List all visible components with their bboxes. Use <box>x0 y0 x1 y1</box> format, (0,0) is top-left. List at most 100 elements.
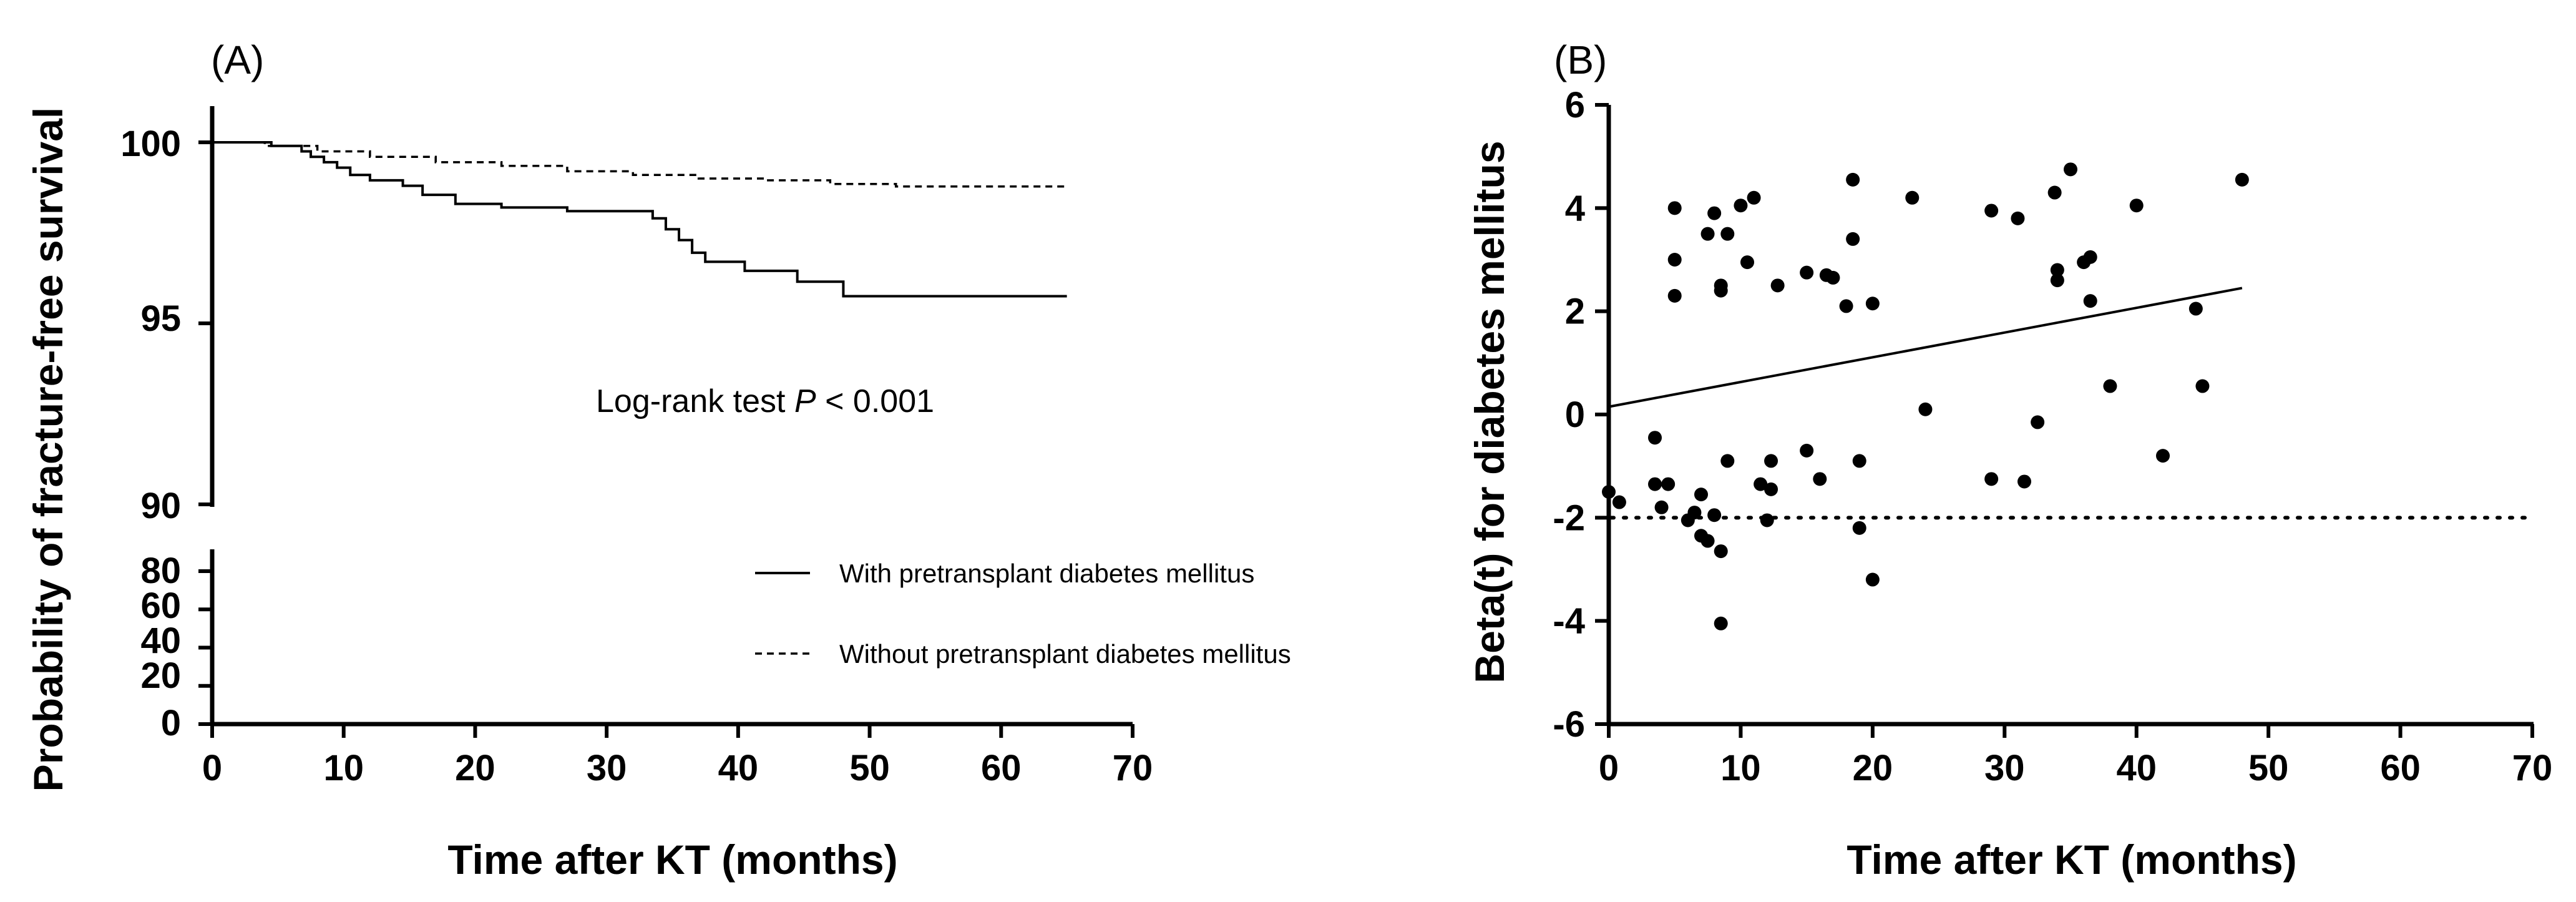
panel-b-point <box>1707 206 1722 220</box>
panel-b-xtick-label: 50 <box>2248 748 2289 788</box>
panel-a-x-ticks: 0 10 20 30 40 50 60 70 <box>198 140 1153 788</box>
panel-b-point <box>2031 415 2045 429</box>
panel-b-point <box>1694 488 1708 502</box>
panel-b-point <box>1865 297 1880 311</box>
panel-b-points <box>1602 162 2249 630</box>
panel-a-ytick-label-40: 40 <box>140 620 181 661</box>
panel-a-ytick-label-60: 60 <box>140 586 181 626</box>
panel-a-ytick-label-0: 0 <box>161 703 181 743</box>
panel-b-ytick-label: 6 <box>1565 85 1585 125</box>
panel-b-point <box>1667 288 1682 303</box>
panel-b-xlabel: Time after KT (months) <box>1847 836 2296 883</box>
legend-label-with-dm: With pretransplant diabetes mellitus <box>839 559 1254 588</box>
panel-a-ytick-label-80: 80 <box>140 551 181 591</box>
panel-b-point <box>2050 263 2064 277</box>
panel-b-point <box>1648 477 1662 491</box>
panel-b-point <box>2188 301 2203 316</box>
panel-b-ytick-label: 4 <box>1565 188 1585 228</box>
panel-b: (B) Beta(t) for diabetes mellitus -6 -4 -2… <box>1466 37 2552 883</box>
panel-a-xtick-label: 10 <box>323 748 364 788</box>
panel-b-ytick-label: -6 <box>1553 704 1585 745</box>
panel-a-ytick-label-20: 20 <box>140 655 181 696</box>
panel-a-xtick-label: 40 <box>718 748 759 788</box>
panel-b-point <box>1687 506 1702 520</box>
panel-b-xtick-label: 0 <box>1599 748 1619 788</box>
panel-a-ytick-label-90: 90 <box>140 486 181 526</box>
panel-b-point <box>1905 190 1920 205</box>
panel-b-point <box>1740 255 1754 270</box>
panel-b-ytick-label: -2 <box>1553 498 1585 538</box>
panel-b-point <box>2103 379 2117 393</box>
panel-a-ylabel: Probability of fracture-free survival <box>25 107 71 792</box>
panel-a-ytick-label-95: 95 <box>140 298 181 339</box>
panel-b-xtick-label: 60 <box>2380 748 2421 788</box>
annotation-p: P <box>794 383 816 419</box>
panel-b-point <box>1754 477 1768 491</box>
panel-b-point <box>1852 454 1866 468</box>
panel-b-point <box>2050 273 2064 288</box>
panel-b-point <box>2064 162 2077 177</box>
panel-b-point <box>2235 172 2249 187</box>
panel-a-logrank-annotation: Log-rank test P < 0.001 <box>596 383 934 419</box>
panel-b-point <box>1846 172 1860 187</box>
panel-a-xtick-label: 30 <box>587 748 627 788</box>
panel-a-xtick-label: 20 <box>455 748 495 788</box>
panel-b-y-ticks: -6 -4 -2 0 2 4 6 <box>1553 85 1609 745</box>
panel-a-series-without-dm <box>212 141 1068 188</box>
panel-a-xtick-label: 0 <box>202 748 222 788</box>
panel-b-point <box>1700 227 1715 241</box>
panel-b-ytick-label: 2 <box>1565 292 1585 332</box>
panel-b-xtick-label: 40 <box>2116 748 2157 788</box>
panel-b-point <box>1734 199 1748 213</box>
panel-b-point <box>1612 495 1626 509</box>
panel-b-xtick-label: 10 <box>1720 748 1761 788</box>
panel-b-label: (B) <box>1554 37 1607 82</box>
panel-b-point <box>1865 572 1880 587</box>
panel-b-xtick-label: 20 <box>1853 748 1893 788</box>
panel-b-point <box>1667 253 1682 267</box>
legend-label-without-dm: Without pretransplant diabetes mellitus <box>839 639 1291 669</box>
panel-b-trend-line <box>1608 287 2243 408</box>
panel-b-point <box>1714 283 1728 298</box>
panel-b-point <box>1800 265 1814 280</box>
panel-b-point <box>1813 472 1827 486</box>
panel-b-point <box>1764 454 1778 468</box>
panel-b-x-ticks: 0 10 20 30 40 50 60 70 <box>1599 724 2552 788</box>
panel-b-point <box>1602 485 1616 499</box>
panel-b-point <box>2195 379 2210 393</box>
panel-b-point <box>1826 270 1840 285</box>
panel-b-point <box>1764 482 1778 496</box>
panel-b-point <box>1654 500 1669 514</box>
panel-a-xlabel: Time after KT (months) <box>447 836 897 883</box>
panel-b-ytick-label: -4 <box>1553 601 1585 642</box>
panel-b-point <box>1760 513 1774 527</box>
panel-b-point <box>1800 443 1814 458</box>
panel-b-point <box>1839 299 1853 313</box>
panel-b-point <box>1707 508 1722 522</box>
panel-b-point <box>2047 185 2062 200</box>
annotation-suffix: < 0.001 <box>816 383 934 419</box>
panel-b-point <box>1720 227 1735 241</box>
panel-b-point <box>1648 431 1662 445</box>
panel-b-point <box>2083 250 2097 264</box>
panel-b-point <box>2017 474 2031 489</box>
panel-b-point <box>2156 449 2170 463</box>
panel-b-point <box>2129 199 2144 213</box>
panel-a-xtick-label: 50 <box>849 748 890 788</box>
panel-b-point <box>1667 201 1682 215</box>
panel-b-point <box>1984 203 1999 218</box>
panel-b-point <box>1714 616 1728 630</box>
panel-b-point <box>1846 232 1860 246</box>
panel-a-ytick-label-100: 100 <box>120 124 181 164</box>
panel-b-point <box>1918 402 1933 416</box>
panel-b-ytick-label: 0 <box>1565 395 1585 435</box>
panel-b-point <box>2083 294 2097 308</box>
panel-b-point <box>1747 190 1761 205</box>
panel-b-xtick-label: 70 <box>2512 748 2553 788</box>
panel-b-point <box>1720 454 1735 468</box>
panel-a-xtick-label: 60 <box>981 748 1022 788</box>
panel-a-label: (A) <box>211 37 264 82</box>
panel-b-point <box>1714 544 1728 559</box>
annotation-prefix: Log-rank test <box>596 383 794 419</box>
